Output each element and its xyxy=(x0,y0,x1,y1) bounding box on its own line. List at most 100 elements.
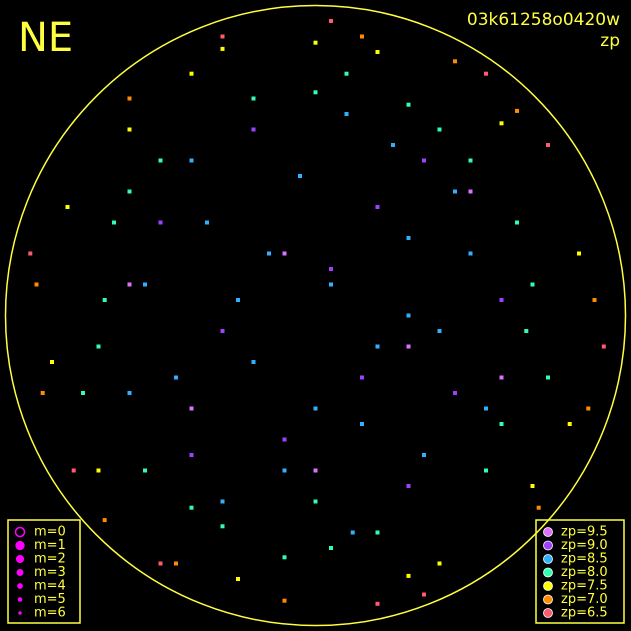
size-legend-label: m=1 xyxy=(34,538,66,553)
star-point xyxy=(515,108,519,113)
size-legend-symbol xyxy=(18,611,22,615)
star-point xyxy=(499,121,504,126)
star-point xyxy=(406,573,411,578)
star-point xyxy=(360,375,364,380)
star-point xyxy=(453,59,457,64)
star-point xyxy=(313,406,318,411)
legend-swatch xyxy=(543,540,553,551)
star-point xyxy=(189,453,194,457)
star-point xyxy=(484,468,488,473)
size-legend-symbol xyxy=(16,569,24,576)
star-point xyxy=(282,598,287,603)
star-point xyxy=(158,158,163,163)
star-point xyxy=(102,518,107,523)
chart-subtitle: 03k61258o0420w xyxy=(467,10,620,30)
star-point xyxy=(437,561,442,566)
star-point xyxy=(567,422,572,426)
legend-label: zp=7.0 xyxy=(561,592,608,607)
star-point xyxy=(524,329,529,333)
star-point xyxy=(282,468,287,473)
star-point xyxy=(220,524,225,529)
star-point xyxy=(453,391,457,395)
star-point xyxy=(40,391,45,395)
star-point xyxy=(437,127,442,132)
size-legend-label: m=2 xyxy=(34,552,66,567)
star-point xyxy=(530,282,535,287)
star-point xyxy=(329,267,333,271)
star-point xyxy=(484,406,488,411)
star-point xyxy=(375,50,380,54)
size-legend-label: m=5 xyxy=(34,592,66,607)
star-point xyxy=(422,158,426,163)
star-point xyxy=(96,468,101,473)
star-point xyxy=(158,561,163,566)
star-point xyxy=(406,236,411,240)
size-legend-symbol xyxy=(17,583,23,589)
star-point xyxy=(189,71,194,76)
star-point xyxy=(391,143,395,147)
star-point xyxy=(329,19,333,23)
star-point xyxy=(530,484,535,488)
legend-swatch xyxy=(543,581,553,591)
star-point xyxy=(499,422,504,426)
star-point xyxy=(422,453,426,457)
size-legend-box xyxy=(7,519,81,624)
star-point xyxy=(127,96,132,101)
star-point xyxy=(174,561,178,566)
star-point xyxy=(313,499,318,504)
legend-swatch xyxy=(543,594,553,605)
star-point xyxy=(313,40,318,45)
star-point xyxy=(586,406,591,411)
star-point xyxy=(189,505,194,510)
star-point xyxy=(220,329,225,333)
legend-label: zp=9.5 xyxy=(561,525,608,540)
star-point xyxy=(267,251,271,256)
star-point xyxy=(536,505,541,510)
star-point xyxy=(34,282,39,287)
star-point xyxy=(453,189,457,194)
star-point xyxy=(499,298,504,302)
legend-label: zp=8.5 xyxy=(561,552,608,567)
star-point xyxy=(282,555,287,560)
star-point xyxy=(406,102,411,107)
size-legend-label: m=4 xyxy=(34,579,66,594)
star-point xyxy=(375,205,380,209)
star-point xyxy=(298,174,302,178)
star-point xyxy=(375,344,380,349)
star-point xyxy=(313,468,318,473)
legend-label: zp=7.5 xyxy=(561,579,608,594)
star-point xyxy=(484,71,488,76)
sky-circle xyxy=(4,4,627,627)
star-point xyxy=(360,422,364,426)
star-point xyxy=(81,391,85,395)
star-point xyxy=(468,189,473,194)
star-point xyxy=(406,313,411,318)
legend-label: zp=6.5 xyxy=(561,606,608,621)
size-legend-symbol xyxy=(15,554,25,564)
star-point xyxy=(189,406,194,411)
legend-label: zp=9.0 xyxy=(561,538,608,553)
star-point xyxy=(546,143,550,147)
star-point xyxy=(329,546,333,550)
star-point xyxy=(437,329,442,333)
star-point xyxy=(251,96,256,101)
legend-swatch xyxy=(543,567,553,578)
star-point xyxy=(375,530,380,535)
star-point xyxy=(158,220,163,225)
star-point xyxy=(546,375,550,380)
legend-label: zp=8.0 xyxy=(561,565,608,580)
star-point xyxy=(468,251,473,256)
star-point xyxy=(127,282,132,287)
star-point xyxy=(350,530,355,535)
star-point xyxy=(601,344,606,349)
color-label: zp xyxy=(600,31,620,51)
size-legend-label: m=3 xyxy=(34,565,66,580)
legend-swatch xyxy=(543,527,553,537)
star-point xyxy=(96,344,101,349)
size-legend-label: m=6 xyxy=(34,606,66,621)
star-point xyxy=(329,282,333,287)
star-point xyxy=(313,90,318,95)
legend-swatch xyxy=(543,554,553,564)
star-point xyxy=(499,375,504,380)
